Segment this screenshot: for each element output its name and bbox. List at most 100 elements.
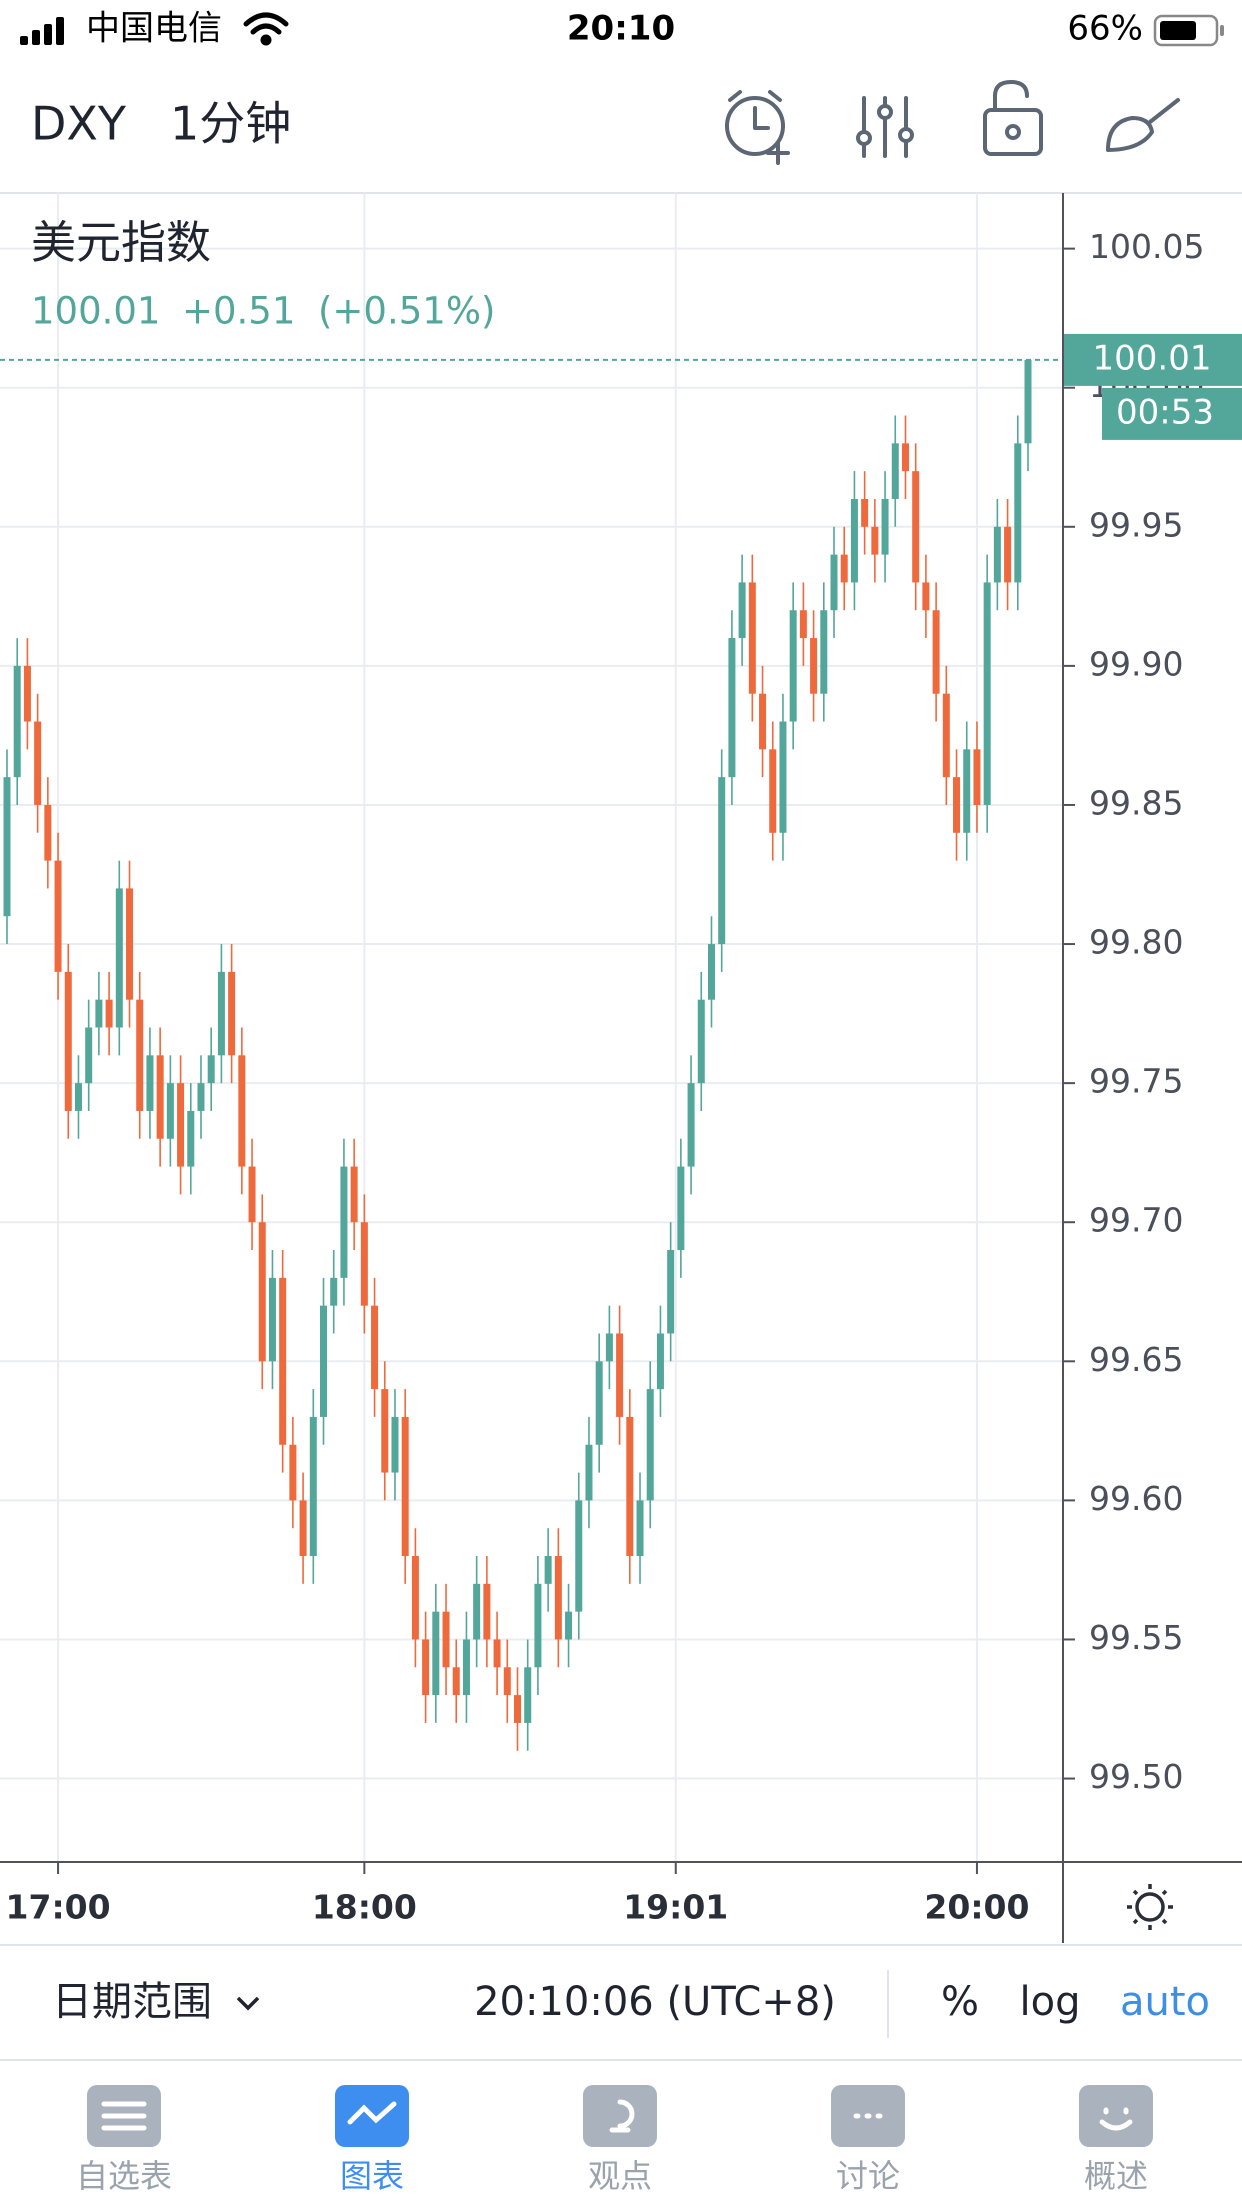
candle-body <box>381 1389 389 1473</box>
candle-body <box>728 638 736 778</box>
candle-body <box>268 1277 276 1362</box>
date-range-button[interactable]: 日期范围 <box>52 1979 212 2025</box>
clock: 20:10 <box>567 9 675 49</box>
candle-body <box>973 749 981 805</box>
candle-body <box>687 1083 695 1167</box>
lock-button[interactable] <box>983 80 1043 156</box>
y-tick-label: 99.55 <box>1089 1618 1183 1657</box>
candle-body <box>13 665 21 778</box>
session-clock: 20:10:06 (UTC+8) <box>474 1979 836 2025</box>
candle-body <box>187 1110 195 1167</box>
candle-body <box>442 1611 450 1668</box>
quote-change-percent: (+0.51%) <box>318 290 495 333</box>
candle-body <box>677 1166 685 1251</box>
candle-body <box>228 971 236 1056</box>
drawing-button[interactable] <box>1106 98 1180 152</box>
candle-body <box>718 777 726 945</box>
candle-body <box>360 1222 368 1306</box>
candle-body <box>881 498 889 555</box>
candle-body <box>23 665 31 722</box>
candle-body <box>217 971 225 1056</box>
signal <box>20 17 64 45</box>
percent-toggle[interactable]: % <box>941 1979 979 2025</box>
candle-body <box>554 1556 562 1640</box>
candle-body <box>953 777 961 833</box>
candle-body <box>238 1055 246 1167</box>
candle-body <box>391 1416 399 1473</box>
candle-body <box>320 1305 328 1417</box>
candle-body <box>667 1250 675 1334</box>
candle-body <box>830 554 838 611</box>
y-tick-label: 99.65 <box>1089 1340 1183 1379</box>
candle-body <box>656 1333 664 1390</box>
candle-body <box>503 1667 511 1696</box>
alert-button[interactable] <box>725 90 790 165</box>
candle-body <box>483 1583 491 1640</box>
candle-body <box>901 443 909 472</box>
candle-body <box>789 610 797 722</box>
candle-body <box>330 1277 338 1306</box>
candle-body <box>738 582 746 639</box>
tab-glyph <box>347 2101 397 2125</box>
candle-body <box>544 1556 552 1584</box>
tab-icon[interactable] <box>1079 2085 1153 2147</box>
candle-body <box>575 1500 583 1612</box>
tab-label[interactable]: 自选表 <box>76 2157 172 2195</box>
x-tick-label: 20:00 <box>924 1888 1029 1927</box>
candle-body <box>371 1305 379 1390</box>
overlay: 100.01 00:53 <box>0 333 1242 440</box>
candle-body <box>422 1639 430 1696</box>
candle-body <box>861 498 869 527</box>
candle-body <box>942 693 950 778</box>
candle-body <box>248 1166 256 1223</box>
settings-button[interactable] <box>1127 1884 1173 1930</box>
battery-icon <box>1153 14 1224 47</box>
indicators-button[interactable] <box>856 96 914 158</box>
y-tick-label: 100.05 <box>1089 227 1204 266</box>
candle-body <box>289 1444 297 1501</box>
countdown-label: 00:53 <box>1116 392 1214 432</box>
interval[interactable]: 1分钟 <box>170 97 291 151</box>
candle-body <box>605 1333 613 1362</box>
battery-level: 66% <box>1067 9 1143 49</box>
candle-body <box>1024 359 1032 444</box>
candle-body <box>616 1333 624 1417</box>
tab-label[interactable]: 讨论 <box>836 2157 900 2195</box>
tab-label[interactable]: 概述 <box>1084 2157 1148 2195</box>
last-price-tag <box>1063 333 1242 386</box>
x-tick-label: 19:01 <box>623 1888 728 1927</box>
candle-body <box>350 1166 358 1223</box>
tab-glyph <box>101 2101 147 2131</box>
y-tick-label: 99.70 <box>1089 1201 1183 1240</box>
candle-body <box>595 1361 603 1445</box>
candle-body <box>156 1055 164 1139</box>
y-tick-label: 99.75 <box>1089 1062 1183 1101</box>
candle-body <box>309 1416 317 1557</box>
log-toggle[interactable]: log <box>1020 1979 1081 2025</box>
tab-label[interactable]: 观点 <box>588 2157 652 2195</box>
candle-body <box>258 1222 266 1362</box>
candle-body <box>340 1166 348 1278</box>
candle-body <box>707 944 715 1000</box>
candle-body <box>820 610 828 694</box>
auto-toggle[interactable]: auto <box>1120 1979 1210 2025</box>
candle-body <box>493 1639 501 1668</box>
candle-body <box>759 693 767 750</box>
symbol[interactable]: DXY <box>31 97 127 151</box>
candle-body <box>54 860 62 972</box>
x-tick-label: 18:00 <box>312 1888 417 1927</box>
candle-body <box>993 526 1001 583</box>
candle-body <box>166 1083 174 1139</box>
x-tick-label: 17:00 <box>6 1888 111 1927</box>
y-tick-label: 99.90 <box>1089 644 1183 683</box>
candle-body <box>850 498 858 583</box>
tab-label[interactable]: 图表 <box>340 2157 404 2195</box>
candle-body <box>891 443 899 499</box>
tab-icon[interactable] <box>583 2085 657 2147</box>
candle-body <box>565 1611 573 1640</box>
candle-body <box>411 1556 419 1640</box>
candle-body <box>74 1083 82 1111</box>
y-tick-label: 99.85 <box>1089 783 1183 822</box>
